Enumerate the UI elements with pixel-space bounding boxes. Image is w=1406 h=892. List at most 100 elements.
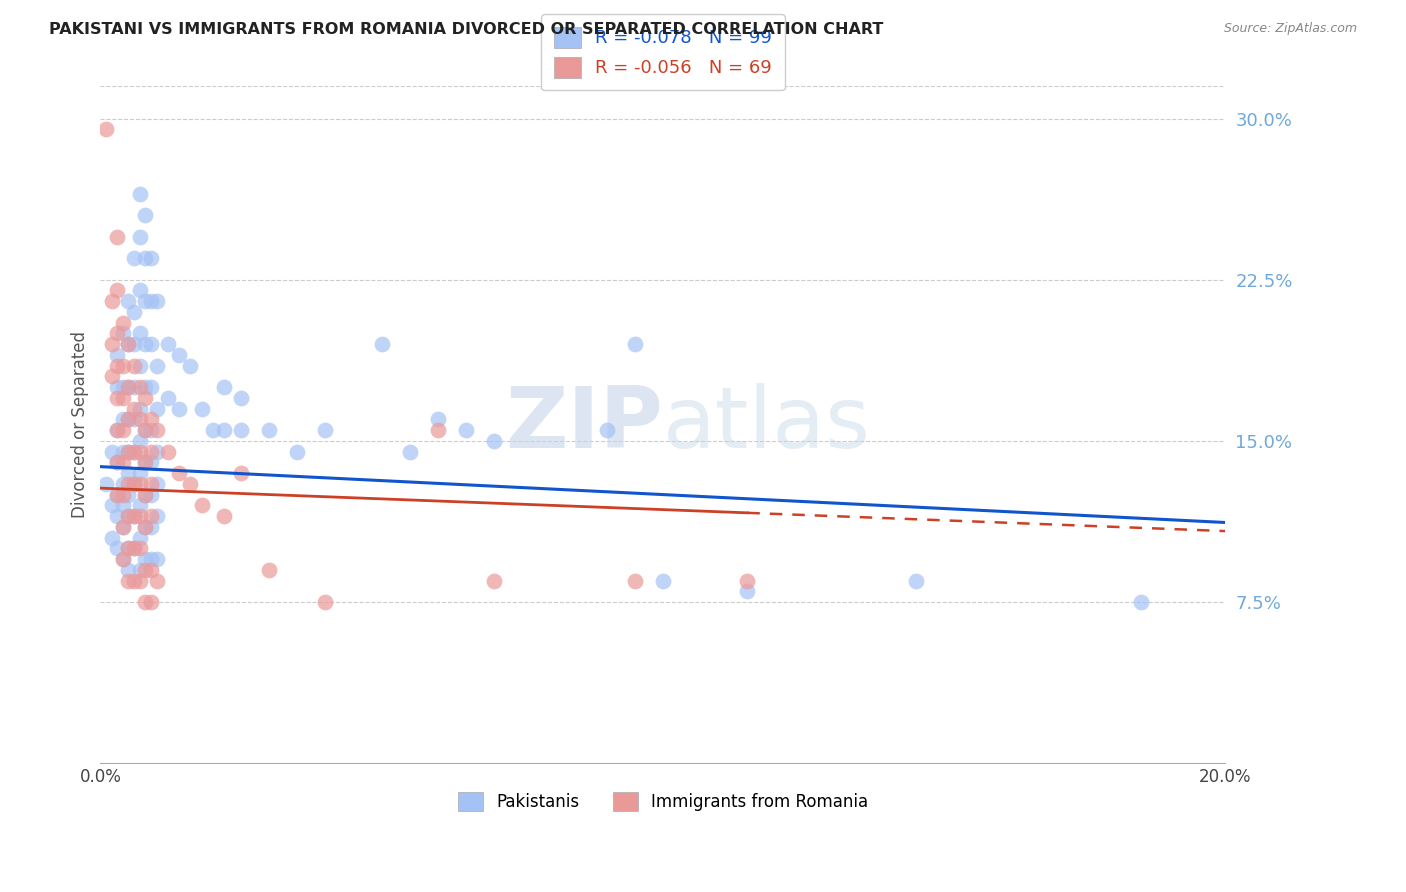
Point (100, 369, 122, 384)
Point (122, 380, 145, 394)
Point (111, 498, 134, 512)
Point (100, 498, 122, 512)
Point (122, 444, 145, 458)
Point (134, 423, 156, 437)
Point (105, 391, 128, 405)
Point (426, 423, 449, 437)
Point (134, 552, 156, 566)
Point (134, 487, 156, 501)
Point (122, 337, 145, 351)
Point (139, 509, 162, 524)
Point (117, 476, 139, 491)
Point (139, 595, 162, 609)
Point (139, 294, 162, 309)
Point (105, 359, 128, 373)
Text: PAKISTANI VS IMMIGRANTS FROM ROMANIA DIVORCED OR SEPARATED CORRELATION CHART: PAKISTANI VS IMMIGRANTS FROM ROMANIA DIV… (49, 22, 883, 37)
Point (128, 186, 150, 201)
Point (128, 284, 150, 298)
Point (139, 412, 162, 426)
Point (139, 487, 162, 501)
Point (145, 476, 167, 491)
Point (128, 509, 150, 524)
Point (117, 541, 139, 556)
Point (105, 284, 128, 298)
Point (134, 455, 156, 469)
Point (134, 595, 156, 609)
Point (139, 423, 162, 437)
Point (122, 541, 145, 556)
Point (737, 584, 759, 599)
Point (111, 391, 134, 405)
Point (117, 337, 139, 351)
Point (454, 423, 477, 437)
Point (122, 476, 145, 491)
Point (128, 574, 150, 588)
Point (122, 476, 145, 491)
Point (128, 466, 150, 480)
Point (105, 541, 128, 556)
Point (139, 552, 162, 566)
Point (134, 391, 156, 405)
Point (145, 401, 167, 416)
Point (128, 498, 150, 512)
Text: Source: ZipAtlas.com: Source: ZipAtlas.com (1223, 22, 1357, 36)
Point (314, 423, 336, 437)
Point (122, 401, 145, 416)
Point (111, 520, 134, 534)
Point (190, 401, 212, 416)
Point (128, 541, 150, 556)
Point (426, 412, 449, 426)
Point (105, 487, 128, 501)
Point (100, 531, 122, 545)
Point (105, 509, 128, 524)
Point (94, 122, 117, 136)
Point (94, 476, 117, 491)
Point (145, 552, 167, 566)
Point (156, 444, 179, 458)
Point (117, 509, 139, 524)
Point (156, 391, 179, 405)
Point (370, 337, 392, 351)
Point (122, 359, 145, 373)
Point (128, 563, 150, 577)
Point (117, 294, 139, 309)
Point (122, 509, 145, 524)
Point (111, 455, 134, 469)
Point (285, 444, 308, 458)
Point (122, 509, 145, 524)
Point (117, 541, 139, 556)
Point (482, 574, 505, 588)
Point (156, 337, 179, 351)
Point (145, 444, 167, 458)
Point (257, 563, 280, 577)
Point (128, 401, 150, 416)
Point (145, 423, 167, 437)
Point (139, 380, 162, 394)
Point (122, 574, 145, 588)
Point (111, 487, 134, 501)
Point (117, 574, 139, 588)
Point (128, 359, 150, 373)
Point (128, 434, 150, 448)
Point (179, 359, 201, 373)
Point (128, 412, 150, 426)
Text: ZIP: ZIP (505, 384, 662, 467)
Point (111, 552, 134, 566)
Point (134, 380, 156, 394)
Point (212, 423, 235, 437)
Point (139, 252, 162, 266)
Point (167, 348, 190, 362)
Point (105, 455, 128, 469)
Point (139, 337, 162, 351)
Point (117, 563, 139, 577)
Point (111, 520, 134, 534)
Point (105, 380, 128, 394)
Point (179, 476, 201, 491)
Point (128, 326, 150, 341)
Point (905, 574, 928, 588)
Point (134, 294, 156, 309)
Point (117, 412, 139, 426)
Point (105, 487, 128, 501)
Point (482, 434, 505, 448)
Point (190, 498, 212, 512)
